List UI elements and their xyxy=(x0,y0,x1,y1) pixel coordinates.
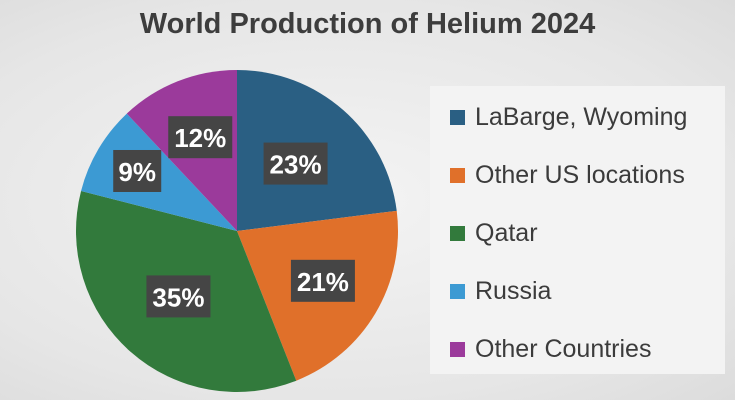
legend-swatch xyxy=(450,283,465,299)
legend-swatch xyxy=(450,341,465,357)
data-label-2: 35% xyxy=(146,275,211,318)
legend-item: Other US locations xyxy=(450,160,685,190)
legend: LaBarge, Wyoming Other US locations Qatar R… xyxy=(430,86,725,374)
legend-item: Russia xyxy=(450,276,551,306)
legend-swatch xyxy=(450,109,465,125)
svg-text:23%: 23% xyxy=(270,150,322,180)
legend-label: Russia xyxy=(475,276,552,305)
legend-item: LaBarge, Wyoming xyxy=(450,102,687,132)
data-label-0: 23% xyxy=(263,142,328,185)
legend-item: Qatar xyxy=(450,218,538,248)
legend-label: LaBarge, Wyoming xyxy=(475,102,688,131)
svg-text:9%: 9% xyxy=(118,157,156,187)
legend-swatch xyxy=(450,167,465,183)
chart-title: World Production of Helium 2024 xyxy=(139,8,596,40)
svg-text:35%: 35% xyxy=(152,282,204,312)
svg-text:21%: 21% xyxy=(297,267,349,297)
svg-text:12%: 12% xyxy=(174,123,226,153)
data-label-1: 21% xyxy=(290,259,355,302)
legend-label: Other US locations xyxy=(475,160,685,189)
data-label-3: 9% xyxy=(113,149,162,192)
legend-label: Qatar xyxy=(475,218,538,247)
data-label-4: 12% xyxy=(168,116,233,159)
legend-item: Other Countries xyxy=(450,334,651,364)
legend-swatch xyxy=(450,225,465,241)
legend-label: Other Countries xyxy=(475,334,652,363)
